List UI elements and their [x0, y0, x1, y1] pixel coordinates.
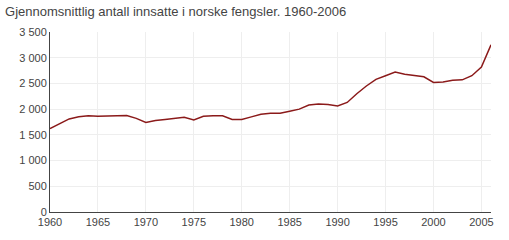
- svg-text:1995: 1995: [373, 216, 397, 228]
- svg-text:1 500: 1 500: [19, 129, 47, 141]
- svg-text:1965: 1965: [86, 216, 110, 228]
- svg-text:2 500: 2 500: [19, 77, 47, 89]
- svg-text:1960: 1960: [38, 216, 62, 228]
- svg-text:1970: 1970: [134, 216, 158, 228]
- svg-text:1975: 1975: [182, 216, 206, 228]
- svg-text:Gjennomsnittlig antall innsatt: Gjennomsnittlig antall innsatte i norske…: [5, 4, 346, 19]
- svg-text:0: 0: [41, 206, 47, 218]
- svg-text:3 000: 3 000: [19, 52, 47, 64]
- svg-text:2005: 2005: [469, 216, 493, 228]
- svg-text:1980: 1980: [229, 216, 253, 228]
- svg-text:1990: 1990: [325, 216, 349, 228]
- svg-text:3 500: 3 500: [19, 26, 47, 38]
- svg-text:2000: 2000: [421, 216, 445, 228]
- svg-text:1985: 1985: [277, 216, 301, 228]
- svg-text:2 000: 2 000: [19, 103, 47, 115]
- svg-text:1 000: 1 000: [19, 154, 47, 166]
- svg-text:500: 500: [28, 180, 46, 192]
